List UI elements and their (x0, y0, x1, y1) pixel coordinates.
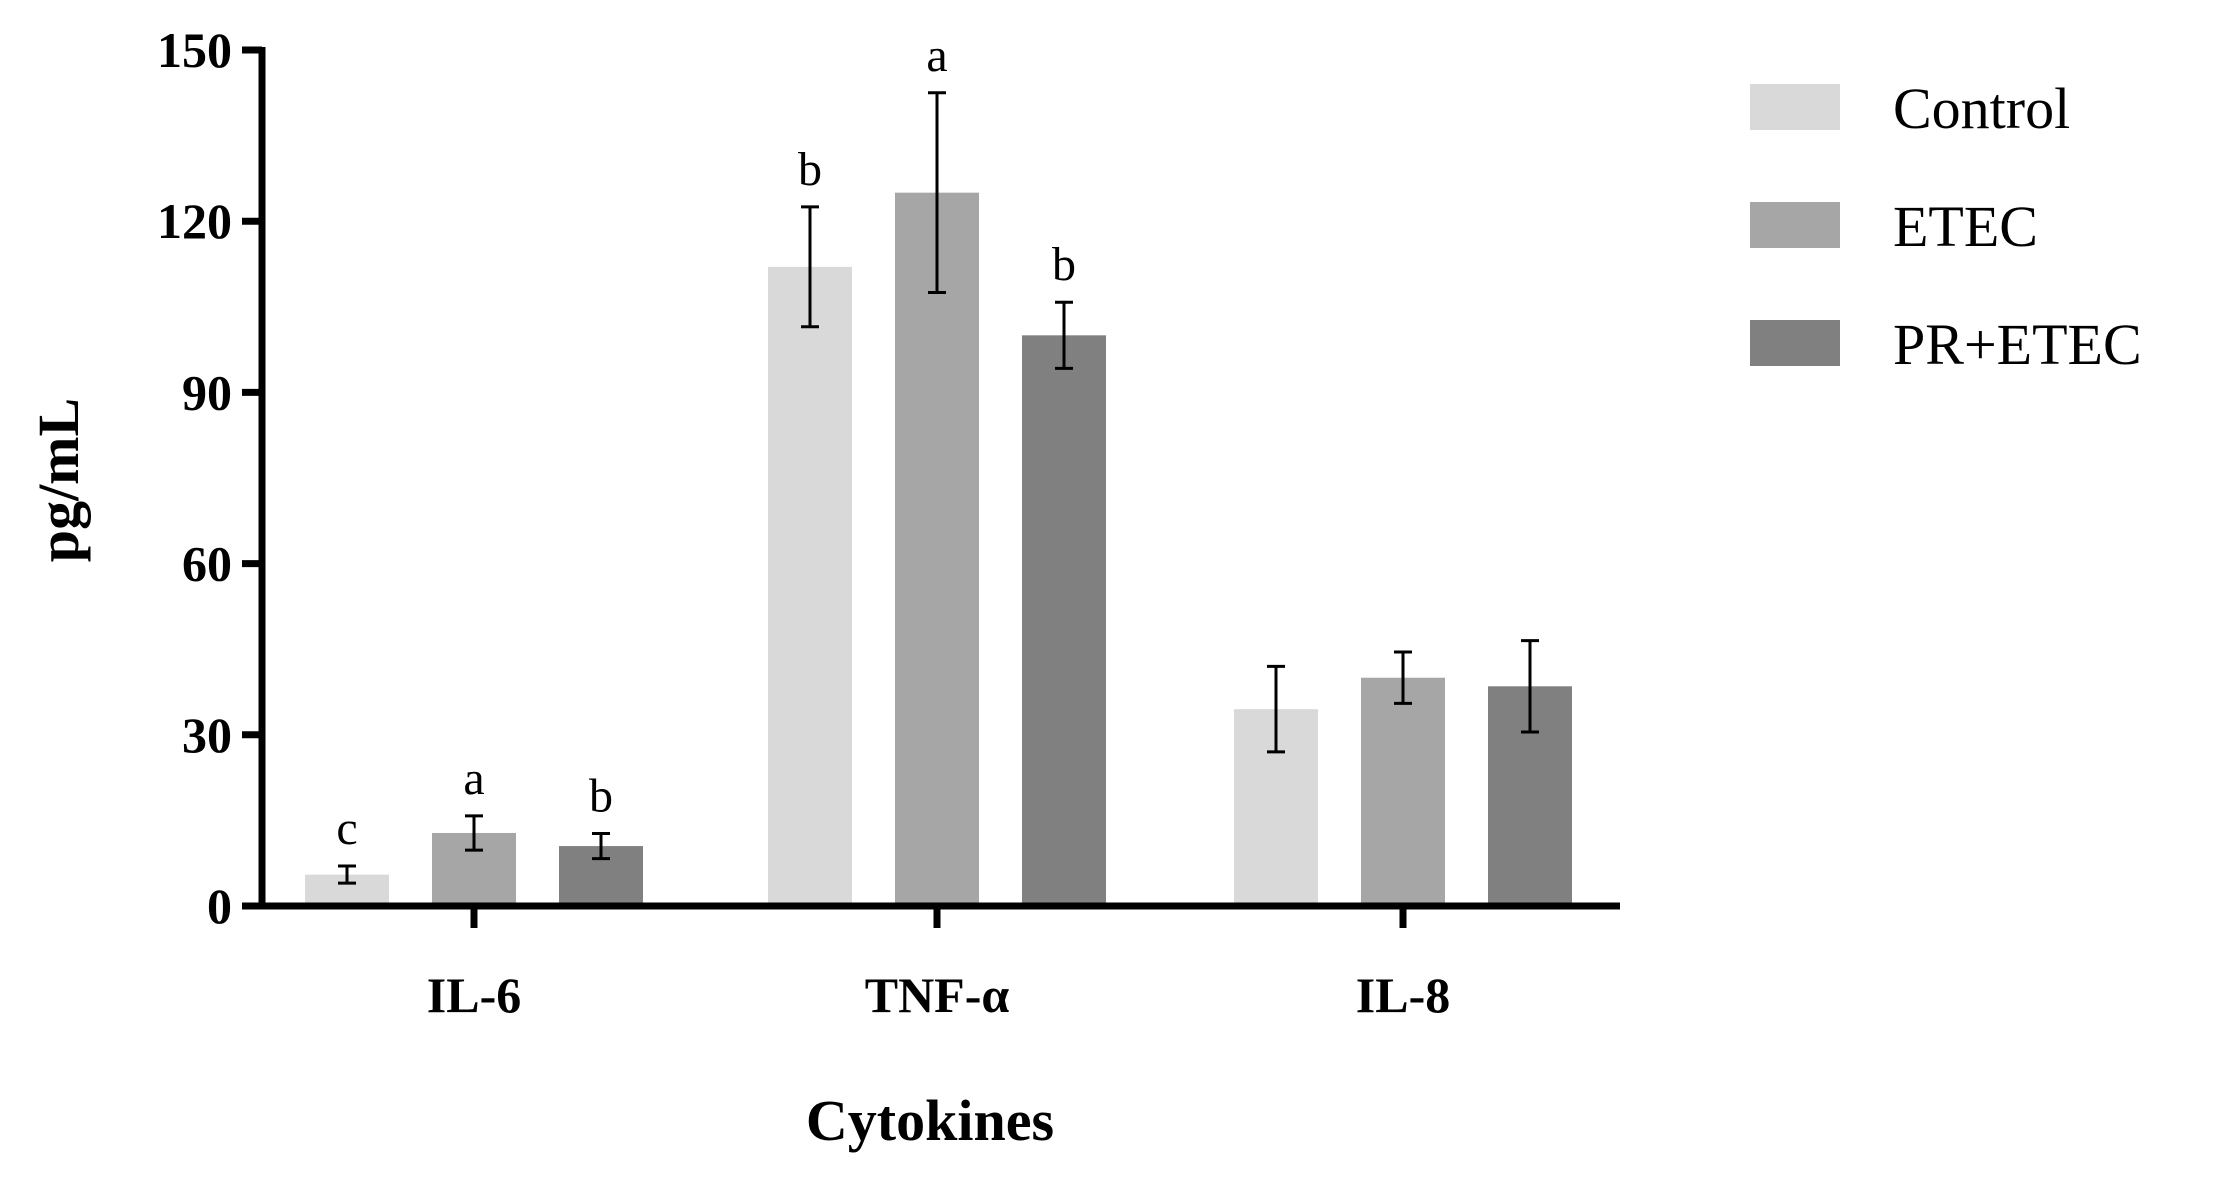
bar-tnf-pr-etec (1022, 335, 1106, 906)
error-bar-tnf-pr-etec (1055, 300, 1073, 370)
x-tick-label-il-6: IL-6 (427, 967, 521, 1023)
legend-label-control: Control (1893, 76, 2070, 141)
error-bar-il-8-etec (1394, 650, 1412, 705)
error-bar-il-6-pr-etec (592, 832, 610, 861)
legend-swatch-etec (1750, 202, 1840, 248)
y-tick-label-90: 90 (182, 364, 232, 420)
y-tick-label-120: 120 (157, 193, 232, 249)
y-axis-title: pg/mL (26, 398, 91, 562)
x-tick-label-tnf: TNF-α (865, 967, 1010, 1023)
x-tick-label-il-8: IL-8 (1356, 967, 1450, 1023)
error-bar-il-8-control (1267, 664, 1285, 754)
legend-swatch-pr-etec (1750, 320, 1840, 366)
error-bar-il-6-control (338, 864, 356, 885)
legend-label-pr-etec: PR+ETEC (1893, 312, 2142, 377)
error-bar-tnf-control (801, 205, 819, 329)
bar-tnf-control (768, 266, 852, 906)
sig-label-il-6-control: c (336, 802, 357, 855)
legend: Control ETEC PR+ETEC (1750, 76, 2142, 377)
error-bar-il-8-pr-etec (1521, 639, 1539, 734)
legend-swatch-control (1750, 84, 1840, 130)
axes-layer: 0 30 60 90 120 150 IL-6 TNF-α IL-8 (157, 22, 1620, 1023)
bars-layer: c a b b a b (305, 29, 1572, 906)
y-tick-label-30: 30 (182, 707, 232, 763)
y-tick-label-60: 60 (182, 536, 232, 592)
sig-label-il-6-etec: a (463, 752, 484, 805)
sig-label-il-6-pr-etec: b (589, 770, 613, 823)
error-bar-tnf-etec (928, 91, 946, 295)
bar-tnf-etec (895, 192, 979, 906)
sig-label-tnf-etec: a (926, 29, 947, 82)
error-bar-il-6-etec (465, 814, 483, 852)
sig-label-tnf-pr-etec: b (1052, 238, 1076, 291)
sig-label-tnf-control: b (798, 143, 822, 196)
bar-il-8-etec (1361, 677, 1445, 906)
y-tick-label-150: 150 (157, 22, 232, 78)
x-axis-title: Cytokines (806, 1088, 1054, 1153)
legend-label-etec: ETEC (1893, 194, 2038, 259)
y-tick-label-0: 0 (207, 878, 232, 934)
